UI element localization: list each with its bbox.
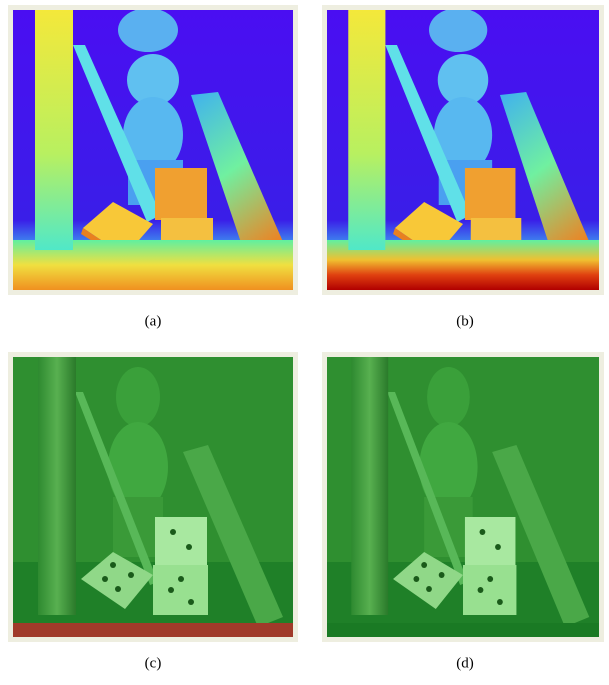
depth-image [327,8,599,290]
caption: (d) [456,655,474,671]
panel-b: (b) [322,5,604,329]
figure: (a) (b) (c) (d) [0,0,609,680]
depth-image [13,8,293,290]
panel-c: (c) [8,352,298,671]
caption: (c) [145,655,162,671]
caption: (a) [145,313,162,329]
panel-a: (a) [8,5,298,329]
caption: (b) [456,313,474,329]
panel-d: (d) [322,352,604,671]
green-image [327,357,599,637]
page: (a) (b) (c) (d) (() => { const data = JS… [0,0,609,680]
green-image [13,357,293,637]
